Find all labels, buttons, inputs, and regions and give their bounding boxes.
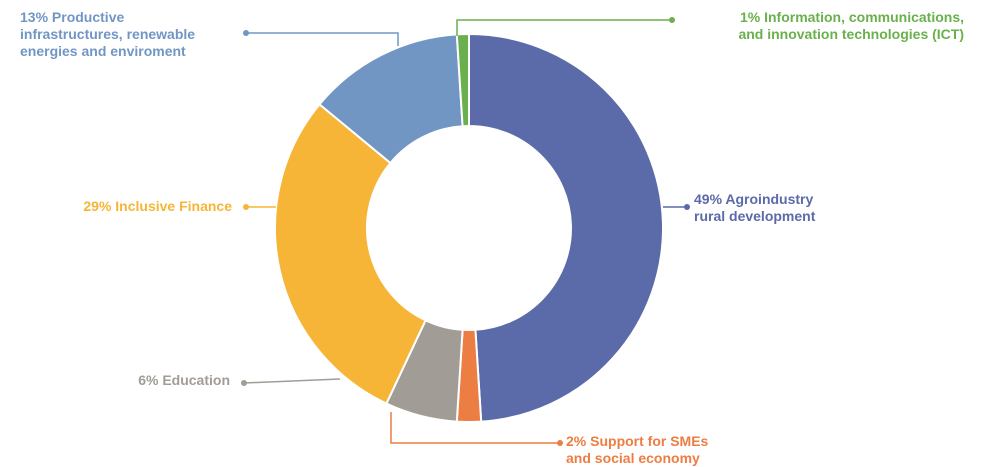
leader-dot-finance: [243, 204, 249, 210]
slice-ict: [455, 32, 470, 128]
leader-line-ict: [456, 19, 672, 36]
label-inclusive-finance: 29% Inclusive Finance: [83, 198, 232, 214]
leader-line-smes: [390, 412, 560, 444]
leader-dot-agro: [684, 204, 690, 210]
label-productive-infrastructures: 13% Productive infrastructures, renewabl…: [20, 9, 196, 59]
slice-agro: [468, 32, 664, 423]
leader-line-edu: [243, 378, 341, 384]
leader-dot-smes: [557, 440, 563, 446]
label-ict: 1% Information, communications, and inno…: [738, 9, 964, 42]
leader-dot-ict: [669, 17, 675, 23]
slice-finance: [274, 102, 427, 405]
leader-dot-infra: [243, 30, 249, 36]
leader-dot-edu: [241, 380, 247, 386]
leader-line-infra: [246, 32, 399, 46]
label-education: 6% Education: [138, 372, 230, 388]
label-agroindustry: 49% Agroindustry rural development: [694, 191, 816, 224]
